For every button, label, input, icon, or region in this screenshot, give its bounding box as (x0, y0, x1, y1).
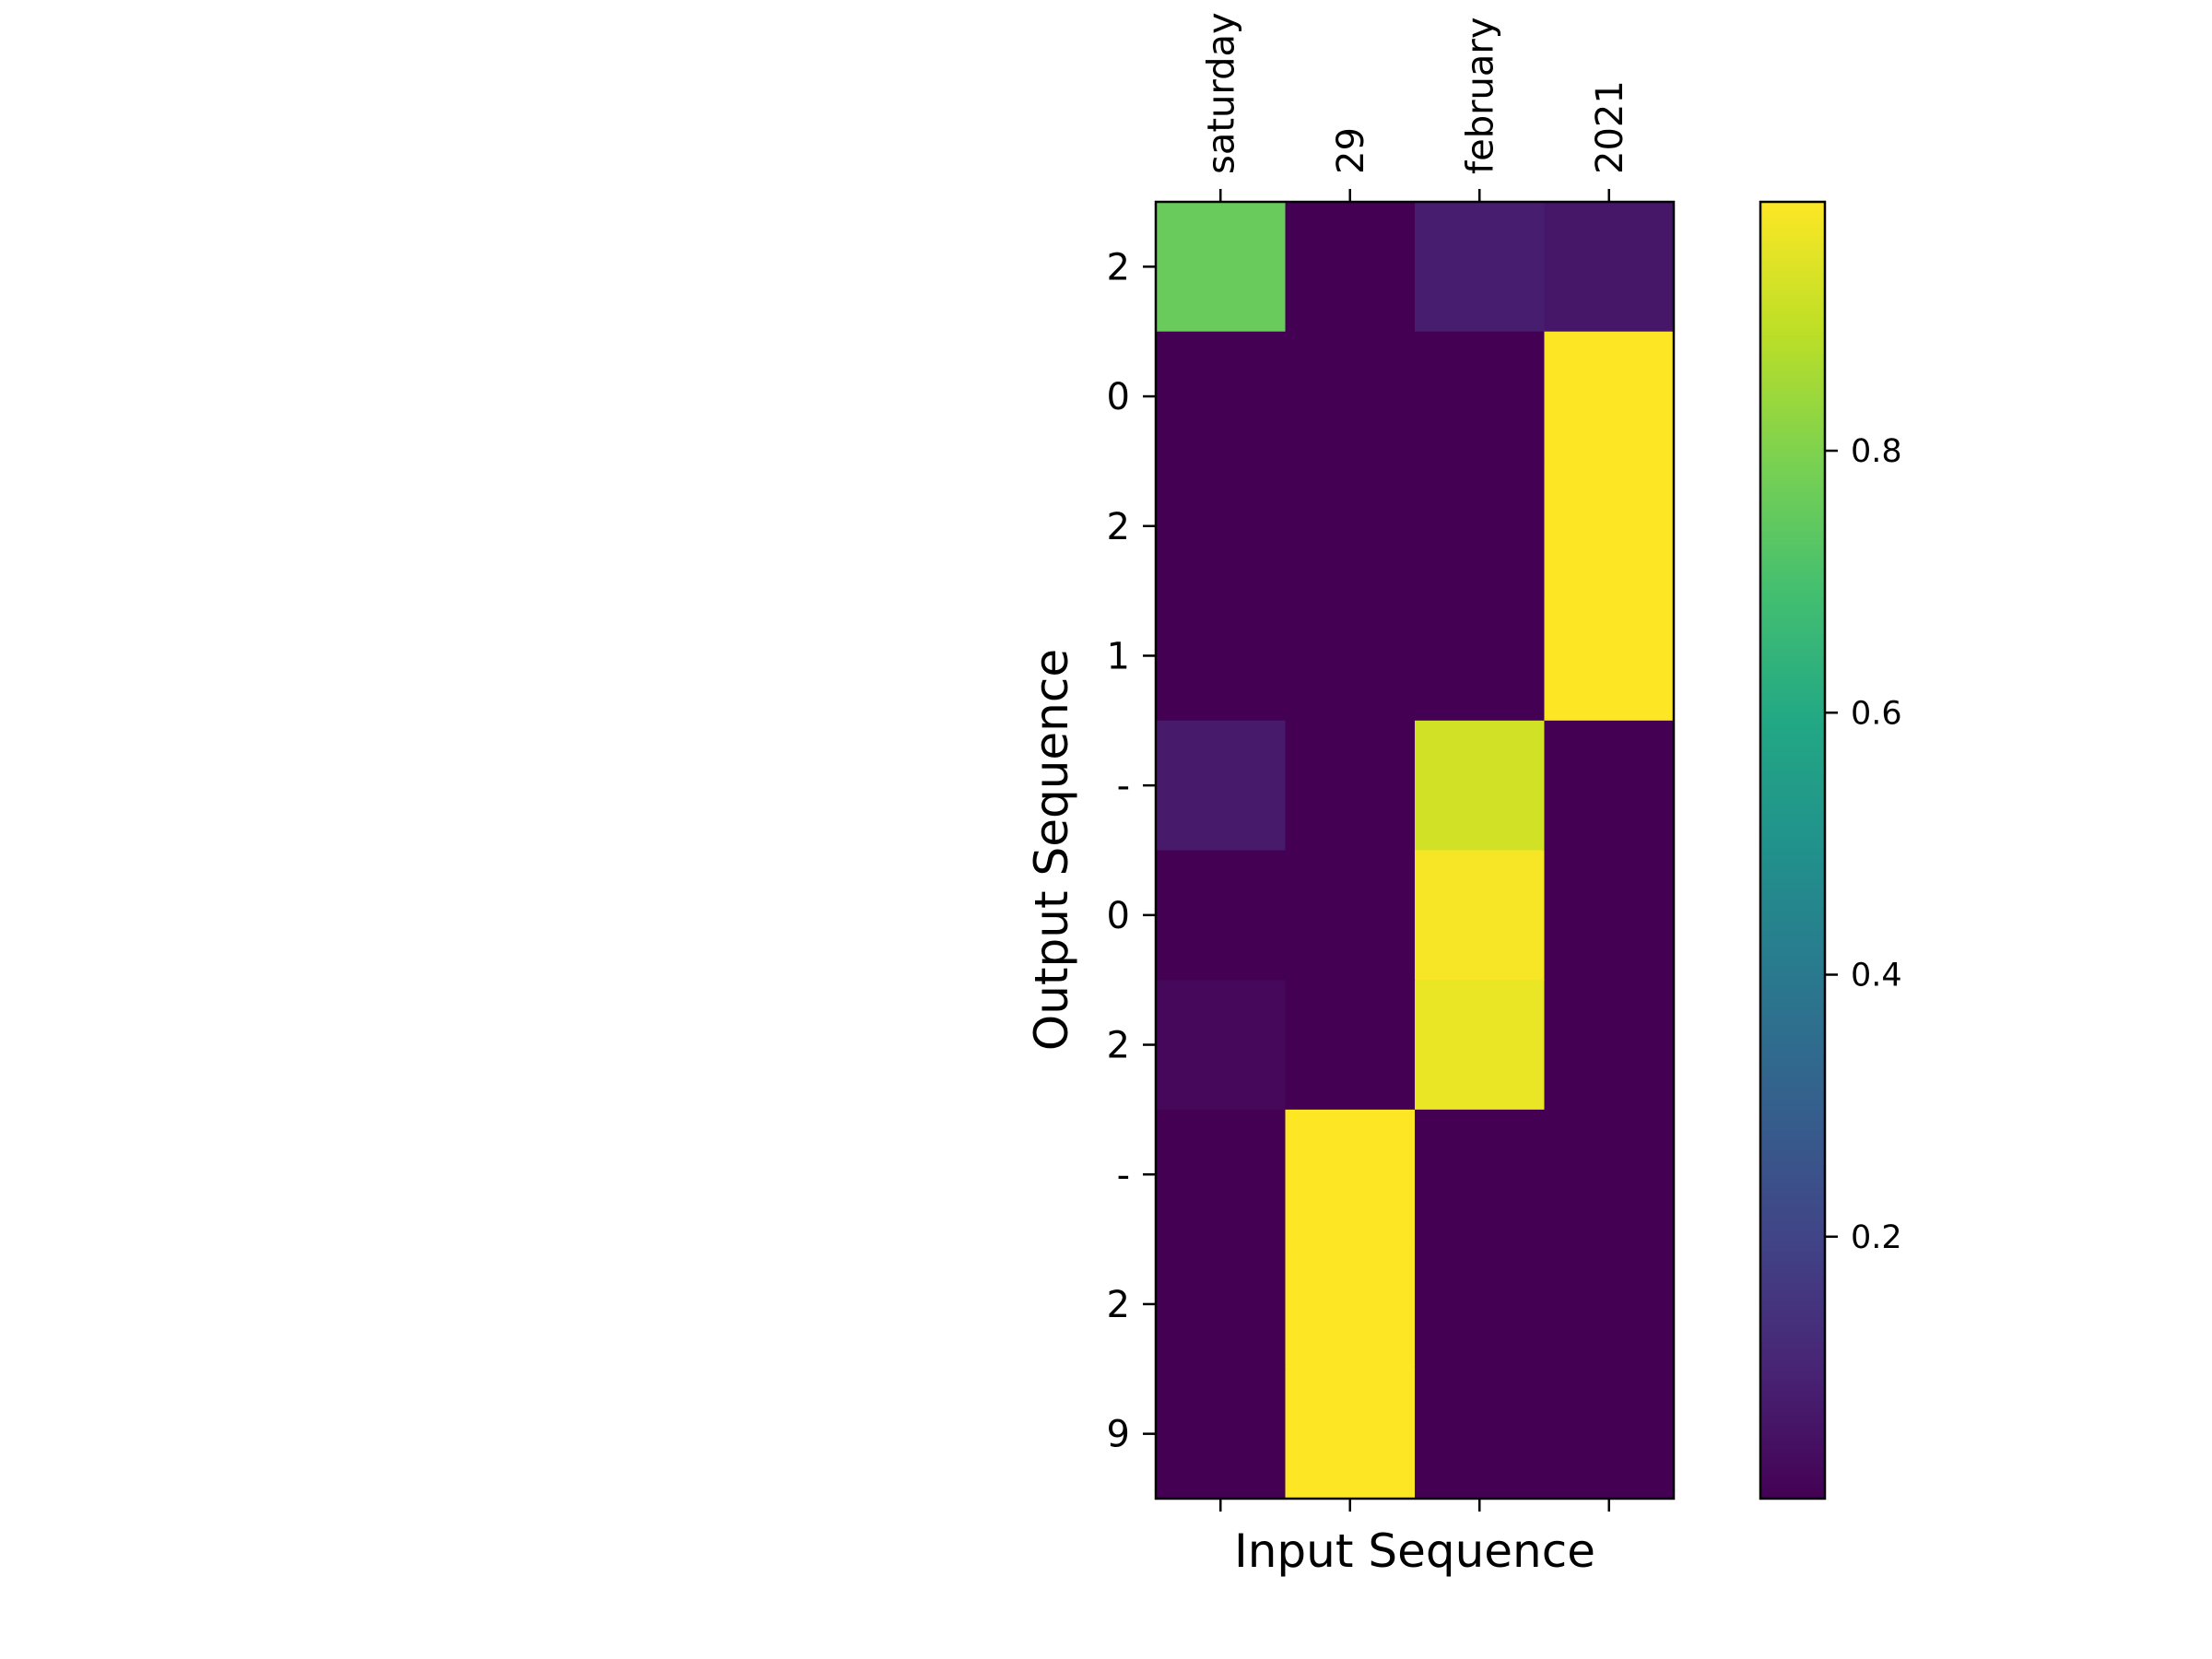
heatmap-cell (1544, 202, 1675, 333)
y-axis-label: Output Sequence (1025, 649, 1078, 1051)
colorbar-tick-label: 0.6 (1851, 695, 1902, 732)
colorbar-tick-label: 0.8 (1851, 433, 1902, 470)
colorbar (1759, 200, 1827, 1500)
y-tick-label: 1 (1107, 635, 1130, 677)
x-axis-label: Input Sequence (1234, 1524, 1595, 1578)
y-tick-label: 2 (1107, 1025, 1130, 1067)
x-tick-label: 2021 (1589, 80, 1631, 174)
heatmap-cell (1415, 1369, 1546, 1500)
heatmap-cell (1285, 331, 1416, 462)
x-ticks: saturday 29 february 2021 (1200, 12, 1631, 1512)
colorbar-tick-label: 0.4 (1851, 958, 1902, 994)
heatmap-cell (1415, 1109, 1546, 1241)
y-tick-label: 2 (1107, 246, 1130, 288)
y-tick-label: - (1117, 765, 1130, 807)
heatmap-cell (1156, 461, 1287, 592)
heatmap-cell (1156, 850, 1287, 981)
colorbar-ticks: 0.2 0.4 0.6 0.8 (1825, 433, 1902, 1256)
heatmap-cell (1285, 202, 1416, 333)
colorbar-tick-label: 0.2 (1851, 1219, 1902, 1256)
y-tick-label: - (1117, 1154, 1130, 1196)
heatmap-cell (1415, 1239, 1546, 1370)
heatmap-cell (1415, 591, 1546, 722)
x-tick-label: february (1459, 17, 1501, 174)
heatmap-cell (1544, 1369, 1675, 1500)
y-tick-label: 0 (1107, 895, 1130, 937)
heatmap-cell (1285, 1109, 1416, 1241)
heatmap-cell (1544, 331, 1675, 462)
heatmap-cell (1544, 980, 1675, 1111)
heatmap-cell (1156, 1239, 1287, 1370)
heatmap-cell (1415, 331, 1546, 462)
plot-frame (1154, 200, 1676, 1500)
heatmap-cell (1156, 980, 1287, 1111)
heatmap-cell (1544, 850, 1675, 981)
heatmap-cell (1415, 202, 1546, 333)
x-tick-label: 29 (1330, 127, 1372, 174)
heatmap-cell (1285, 591, 1416, 722)
heatmap-cell (1156, 331, 1287, 462)
heatmap-cell (1156, 1109, 1287, 1241)
heatmap-cell (1415, 980, 1546, 1111)
heatmap-cell (1544, 461, 1675, 592)
heatmap-cell (1544, 720, 1675, 852)
heatmap-cell (1285, 850, 1416, 981)
heatmap-cell (1156, 591, 1287, 722)
heatmap-cell (1285, 1239, 1416, 1370)
y-tick-label: 9 (1107, 1414, 1130, 1456)
heatmap-cell (1544, 591, 1675, 722)
heatmap-cell (1544, 1109, 1675, 1241)
x-tick-label: saturday (1200, 12, 1242, 174)
y-tick-label: 2 (1107, 506, 1130, 548)
heatmap-cell (1285, 980, 1416, 1111)
heatmap-cell (1156, 1369, 1287, 1500)
heatmap-cell (1285, 1369, 1416, 1500)
heatmap-cell (1156, 202, 1287, 333)
heatmap-cell (1415, 720, 1546, 852)
y-tick-label: 2 (1107, 1284, 1130, 1326)
heatmap-cell (1285, 720, 1416, 852)
heatmap-cell (1285, 461, 1416, 592)
heatmap-cell (1156, 720, 1287, 852)
heatmap-cell (1415, 461, 1546, 592)
heatmap-cell (1415, 850, 1546, 981)
heatmap-cell (1544, 1239, 1675, 1370)
y-tick-label: 0 (1107, 376, 1130, 418)
heatmap-cells (1156, 202, 1675, 1500)
y-ticks: 2 0 2 1 - 0 2 - 2 9 (1107, 246, 1156, 1456)
